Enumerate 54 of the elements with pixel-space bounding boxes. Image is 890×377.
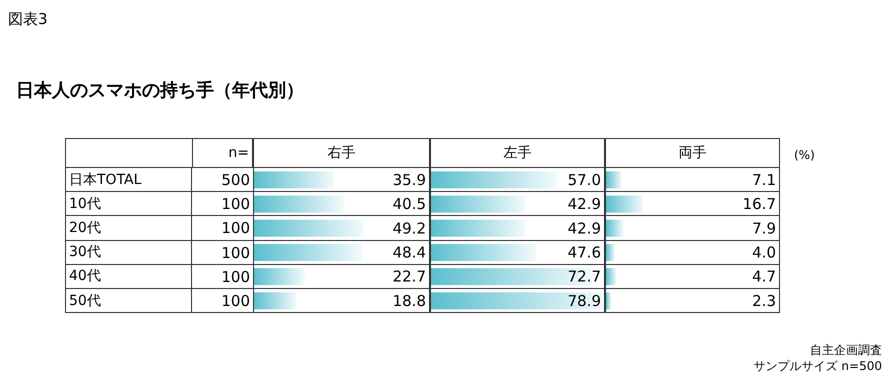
data-label: 49.2	[392, 219, 426, 238]
text: 図表3	[8, 10, 48, 29]
bar	[254, 220, 364, 237]
data-label: 57.0	[568, 170, 601, 189]
data-label: 40.5	[392, 195, 426, 214]
bar	[606, 220, 624, 237]
data-label: 72.7	[568, 268, 601, 286]
bar	[431, 171, 557, 188]
bar	[606, 244, 615, 261]
text: 両手	[605, 138, 780, 168]
bar	[254, 292, 296, 310]
bar	[431, 244, 536, 261]
bar	[431, 196, 526, 213]
data-label: 7.1	[752, 170, 776, 189]
bar	[254, 171, 334, 188]
bar	[431, 220, 526, 237]
bar	[606, 268, 616, 286]
bar	[606, 171, 622, 188]
data-label: 35.9	[392, 170, 426, 189]
text: 100	[192, 289, 253, 314]
series-label: 右手	[253, 138, 430, 168]
bar	[254, 268, 305, 286]
data-label: 42.9	[568, 219, 601, 238]
bar	[254, 196, 344, 213]
series-label: 左手	[430, 138, 605, 168]
text: 100	[192, 216, 253, 241]
data-label: 7.9	[752, 219, 776, 238]
data-label: 42.9	[568, 195, 601, 214]
text: 500	[192, 168, 253, 192]
y-tick-label: 10代	[65, 192, 192, 216]
y-tick-label: 20代	[65, 216, 192, 241]
text: n=	[192, 138, 253, 168]
data-label: 4.0	[752, 243, 776, 262]
data-label: 18.8	[392, 292, 426, 310]
y-tick-label: 40代	[65, 264, 192, 289]
chart-title: 日本人のスマホの持ち手（年代別）	[16, 79, 304, 102]
data-label: 2.3	[752, 292, 776, 310]
bar	[254, 244, 362, 261]
data-label: 4.7	[752, 268, 776, 286]
y-tick-label: 30代	[65, 240, 192, 265]
data-label: 78.9	[568, 292, 601, 310]
data-label: 22.7	[392, 268, 426, 286]
data-label: 48.4	[392, 243, 426, 262]
text: サンプルサイズ n=500	[754, 358, 882, 375]
text: 100	[192, 240, 253, 265]
text: 自主企画調査	[810, 342, 882, 359]
text: 100	[192, 192, 253, 216]
text: (%)	[794, 148, 815, 162]
y-tick-label: 50代	[65, 289, 192, 314]
text: 100	[192, 264, 253, 289]
bar	[606, 196, 643, 213]
data-label: 47.6	[568, 243, 601, 262]
data-label: 16.7	[742, 195, 776, 214]
y-tick-label: 日本TOTAL	[65, 168, 192, 192]
